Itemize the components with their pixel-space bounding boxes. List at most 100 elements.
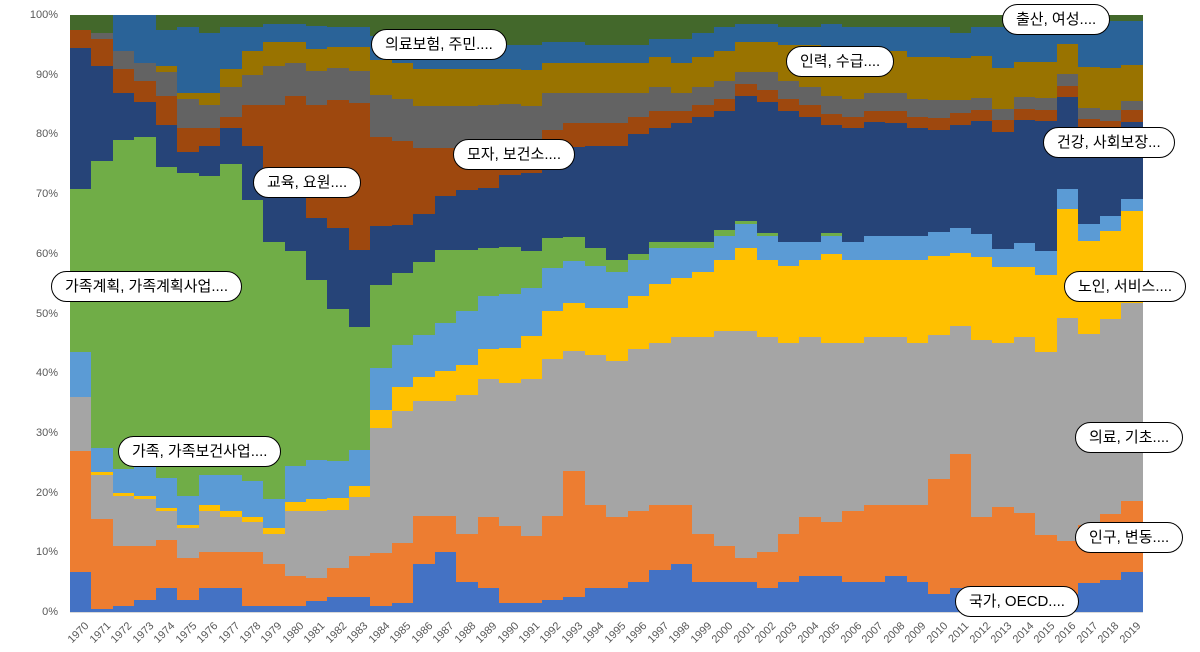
bar-segment-geongang-sahoebojang[interactable] bbox=[906, 128, 929, 236]
bar-segment-moja-bogeonso[interactable] bbox=[220, 86, 242, 117]
bar-segment-geongang-sahoebojang[interactable] bbox=[134, 101, 156, 138]
bar-segment-uiryo-gicho[interactable] bbox=[284, 510, 306, 577]
bar-segment-noin-seobiseu[interactable] bbox=[177, 525, 199, 529]
bar-segment-gyoyuk-yowon[interactable] bbox=[799, 104, 821, 117]
bar-segment-gyoyuk-yowon[interactable] bbox=[885, 110, 907, 123]
bar-segment-moja-bogeonso[interactable] bbox=[735, 71, 757, 84]
bar-segment-noin-seobiseu[interactable] bbox=[928, 256, 950, 335]
bar-segment-inryeok-sugeup[interactable] bbox=[198, 92, 221, 105]
bar-segment-geongang-sahoebojang[interactable] bbox=[220, 128, 242, 165]
bar-segment-ingu-byeondong[interactable] bbox=[863, 504, 886, 583]
bar-segment-gyoyuk-yowon[interactable] bbox=[563, 123, 585, 147]
callout-uiryo-gicho[interactable]: 의료, 기초.... bbox=[1075, 422, 1184, 453]
bar-segment-moja-bogeonso[interactable] bbox=[971, 97, 993, 110]
bar-segment-inryeok-sugeup[interactable] bbox=[305, 48, 328, 72]
bar-segment-uiryoboheom-jumin[interactable] bbox=[263, 24, 285, 42]
bar-segment-gajokgyehoek[interactable] bbox=[584, 247, 607, 266]
bar-segment-geongang-sahoebojang[interactable] bbox=[112, 92, 135, 141]
bar-segment-uiryo-gicho[interactable] bbox=[820, 343, 843, 523]
bar-segment-gukga-oecd[interactable] bbox=[627, 582, 650, 612]
bar-segment-noin-seobiseu[interactable] bbox=[735, 247, 757, 332]
bar-segment-gajokgyehoek[interactable] bbox=[606, 259, 628, 272]
bar-segment-ingu-byeondong[interactable] bbox=[327, 568, 349, 598]
bar-segment-uiryoboheom-jumin[interactable] bbox=[842, 27, 864, 51]
bar-segment-noin-seobiseu[interactable] bbox=[1035, 275, 1057, 352]
bar-segment-chulsan-yeoseong[interactable] bbox=[906, 15, 929, 27]
bar-segment-uiryoboheom-jumin[interactable] bbox=[735, 24, 757, 42]
bar-segment-gajok-bogeon[interactable] bbox=[649, 247, 671, 284]
bar-segment-ingu-byeondong[interactable] bbox=[949, 453, 972, 588]
bar-segment-noin-seobiseu[interactable] bbox=[992, 266, 1014, 343]
bar-segment-gukga-oecd[interactable] bbox=[91, 609, 113, 612]
bar-segment-ingu-byeondong[interactable] bbox=[198, 552, 221, 589]
bar-segment-geongang-sahoebojang[interactable] bbox=[649, 128, 671, 242]
bar-segment-gajok-bogeon[interactable] bbox=[70, 351, 92, 397]
bar-segment-geongang-sahoebojang[interactable] bbox=[1013, 120, 1036, 244]
bar-segment-uiryoboheom-jumin[interactable] bbox=[348, 26, 371, 48]
bar-segment-moja-bogeonso[interactable] bbox=[1099, 109, 1122, 122]
bar-segment-gajok-bogeon[interactable] bbox=[241, 480, 264, 517]
bar-segment-ingu-byeondong[interactable] bbox=[820, 522, 843, 577]
bar-segment-inryeok-sugeup[interactable] bbox=[1056, 44, 1079, 74]
bar-segment-uiryo-gicho[interactable] bbox=[91, 474, 113, 520]
bar-segment-moja-bogeonso[interactable] bbox=[1056, 73, 1079, 86]
bar-segment-gajok-bogeon[interactable] bbox=[906, 235, 929, 260]
bar-segment-gajok-bogeon[interactable] bbox=[863, 235, 886, 260]
bar-segment-gyoyuk-yowon[interactable] bbox=[391, 141, 414, 226]
bar-segment-uiryo-gicho[interactable] bbox=[1099, 319, 1122, 515]
bar-segment-chulsan-yeoseong[interactable] bbox=[241, 15, 264, 28]
bar-segment-chulsan-yeoseong[interactable] bbox=[541, 15, 564, 43]
bar-segment-chulsan-yeoseong[interactable] bbox=[220, 15, 242, 27]
bar-segment-inryeok-sugeup[interactable] bbox=[756, 41, 778, 72]
bar-segment-uiryo-gicho[interactable] bbox=[499, 383, 521, 526]
bar-segment-chulsan-yeoseong[interactable] bbox=[799, 15, 821, 27]
bar-segment-uiryoboheom-jumin[interactable] bbox=[112, 15, 135, 51]
bar-segment-inryeok-sugeup[interactable] bbox=[263, 41, 285, 66]
bar-segment-gajok-bogeon[interactable] bbox=[134, 465, 156, 496]
bar-segment-uiryoboheom-jumin[interactable] bbox=[327, 26, 349, 48]
bar-segment-uiryoboheom-jumin[interactable] bbox=[799, 27, 821, 45]
bar-segment-uiryo-gicho[interactable] bbox=[949, 325, 972, 454]
bar-segment-moja-bogeonso[interactable] bbox=[606, 92, 628, 123]
bar-segment-moja-bogeonso[interactable] bbox=[456, 105, 478, 148]
bar-segment-gajok-bogeon[interactable] bbox=[155, 477, 178, 508]
bar-segment-noin-seobiseu[interactable] bbox=[649, 283, 671, 344]
bar-segment-gajok-bogeon[interactable] bbox=[348, 450, 371, 486]
bar-segment-gajok-bogeon[interactable] bbox=[1035, 251, 1057, 276]
bar-segment-gajokgyehoek[interactable] bbox=[370, 285, 392, 369]
bar-segment-noin-seobiseu[interactable] bbox=[584, 307, 607, 356]
bar-segment-gukga-oecd[interactable] bbox=[348, 597, 371, 612]
bar-segment-uiryo-gicho[interactable] bbox=[198, 510, 221, 553]
bar-segment-inryeok-sugeup[interactable] bbox=[391, 63, 414, 100]
bar-segment-gajokgyehoek[interactable] bbox=[391, 273, 414, 346]
bar-segment-moja-bogeonso[interactable] bbox=[627, 92, 650, 117]
bar-segment-noin-seobiseu[interactable] bbox=[134, 495, 156, 499]
callout-gyoyuk-yowon[interactable]: 교육, 요원.... bbox=[253, 167, 362, 198]
bar-segment-gukga-oecd[interactable] bbox=[863, 582, 886, 612]
bar-segment-noin-seobiseu[interactable] bbox=[971, 257, 993, 341]
bar-segment-uiryoboheom-jumin[interactable] bbox=[906, 26, 929, 57]
bar-segment-uiryo-gicho[interactable] bbox=[370, 427, 392, 553]
bar-segment-gukga-oecd[interactable] bbox=[477, 588, 500, 612]
bar-segment-geongang-sahoebojang[interactable] bbox=[885, 122, 907, 236]
bar-segment-uiryo-gicho[interactable] bbox=[906, 343, 929, 505]
bar-segment-geongang-sahoebojang[interactable] bbox=[155, 125, 178, 168]
bar-segment-moja-bogeonso[interactable] bbox=[584, 92, 607, 123]
bar-segment-moja-bogeonso[interactable] bbox=[177, 98, 199, 129]
bar-segment-inryeok-sugeup[interactable] bbox=[713, 50, 736, 81]
bar-segment-uiryo-gicho[interactable] bbox=[1013, 336, 1036, 513]
bar-segment-gukga-oecd[interactable] bbox=[713, 582, 736, 612]
bar-segment-noin-seobiseu[interactable] bbox=[434, 370, 457, 401]
bar-segment-gajok-bogeon[interactable] bbox=[499, 294, 521, 348]
bar-segment-inryeok-sugeup[interactable] bbox=[220, 68, 242, 87]
bar-segment-inryeok-sugeup[interactable] bbox=[348, 47, 371, 71]
bar-segment-geongang-sahoebojang[interactable] bbox=[177, 152, 199, 174]
bar-segment-uiryo-gicho[interactable] bbox=[348, 497, 371, 557]
bar-segment-uiryoboheom-jumin[interactable] bbox=[1121, 21, 1143, 66]
bar-segment-geongang-sahoebojang[interactable] bbox=[477, 188, 500, 248]
bar-segment-ingu-byeondong[interactable] bbox=[370, 552, 392, 607]
bar-segment-uiryo-gicho[interactable] bbox=[434, 400, 457, 516]
bar-segment-uiryo-gicho[interactable] bbox=[606, 361, 628, 517]
bar-segment-geongang-sahoebojang[interactable] bbox=[777, 110, 800, 242]
bar-segment-gyoyuk-yowon[interactable] bbox=[177, 128, 199, 153]
